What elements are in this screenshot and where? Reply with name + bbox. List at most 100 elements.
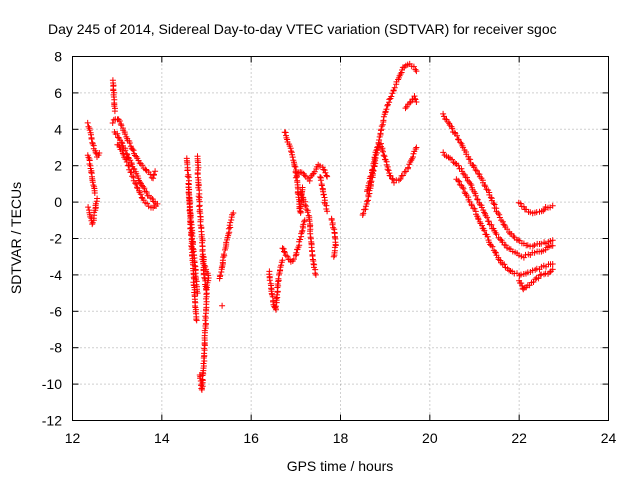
series-track [292, 161, 331, 184]
data-point [94, 195, 101, 202]
y-tick-label: 8 [54, 49, 62, 65]
data-point [369, 166, 376, 173]
x-axis-label: GPS time / hours [287, 458, 394, 474]
data-point [291, 163, 298, 169]
data-point [322, 169, 329, 176]
data-point [482, 183, 489, 190]
data-point [456, 178, 463, 185]
data-point [150, 175, 157, 182]
data-point [131, 166, 138, 173]
data-point [535, 275, 542, 282]
data-point [389, 176, 396, 183]
data-point [321, 167, 328, 174]
data-point [279, 245, 286, 252]
x-tick-label: 12 [65, 430, 81, 446]
data-point [227, 219, 234, 226]
data-point [365, 182, 372, 189]
data-point [194, 290, 201, 297]
data-point [475, 216, 482, 223]
data-point [324, 208, 331, 215]
data-point [88, 136, 95, 142]
data-point [302, 202, 308, 208]
data-point [304, 209, 311, 216]
data-point [461, 189, 468, 196]
data-point [514, 270, 520, 277]
data-point [317, 177, 324, 184]
data-point [467, 180, 474, 187]
data-point [292, 252, 299, 259]
data-point [297, 236, 304, 243]
data-point [91, 190, 98, 196]
data-point [154, 200, 161, 207]
data-point [445, 119, 451, 125]
data-point [492, 249, 498, 256]
data-point [380, 113, 387, 120]
data-point [485, 218, 492, 225]
series-track [515, 199, 556, 217]
data-point [273, 295, 280, 302]
data-point [380, 148, 386, 155]
data-point [501, 261, 508, 268]
data-point [217, 272, 224, 279]
data-point [378, 123, 385, 130]
data-point [119, 140, 126, 147]
y-tick-label: 6 [54, 85, 62, 101]
data-point [532, 276, 539, 283]
data-point [395, 177, 402, 184]
data-point [201, 262, 208, 269]
data-point [455, 177, 462, 184]
data-point [549, 242, 556, 249]
data-point [143, 189, 150, 195]
series-track [216, 210, 237, 282]
data-point [320, 166, 327, 173]
data-point [126, 140, 133, 146]
data-point [220, 254, 227, 261]
data-point [89, 179, 96, 186]
data-point [549, 266, 556, 273]
data-point [441, 113, 447, 120]
data-point [127, 157, 134, 164]
series-track [109, 77, 118, 115]
y-axis-label: SDTVAR / TECUs [8, 182, 24, 294]
data-point [152, 168, 159, 175]
series-track [516, 266, 556, 293]
x-tick-label: 20 [422, 430, 438, 446]
data-point [475, 170, 482, 177]
data-point [490, 200, 497, 207]
series-track [364, 140, 420, 195]
data-point [397, 176, 404, 182]
data-point [219, 302, 226, 309]
x-tick-label: 22 [511, 430, 527, 446]
series-track [440, 110, 556, 250]
data-point [203, 295, 209, 302]
data-point [330, 224, 337, 231]
series-track [85, 195, 101, 228]
data-point [137, 160, 144, 167]
data-point [549, 202, 556, 209]
data-point [230, 210, 237, 216]
data-point [196, 372, 203, 378]
series-track [185, 184, 201, 297]
data-point [288, 148, 294, 155]
data-point [130, 147, 137, 154]
data-point [458, 165, 465, 172]
data-point [502, 242, 509, 249]
series-track [84, 152, 98, 196]
data-point [117, 121, 124, 127]
data-point [440, 149, 447, 156]
data-points [84, 60, 556, 393]
data-point [442, 116, 449, 122]
data-point [189, 235, 196, 242]
data-point [468, 182, 475, 189]
data-point [299, 184, 306, 191]
data-point [225, 225, 232, 232]
data-point [413, 68, 420, 75]
data-point [518, 253, 525, 260]
y-tick-labels: 8 6 4 2 0 -2 -4 -6 -8 -10 -12 [42, 49, 62, 429]
data-point [297, 190, 304, 197]
data-point [455, 136, 461, 143]
data-point [184, 167, 191, 174]
data-point [317, 162, 323, 169]
data-point [484, 214, 491, 221]
